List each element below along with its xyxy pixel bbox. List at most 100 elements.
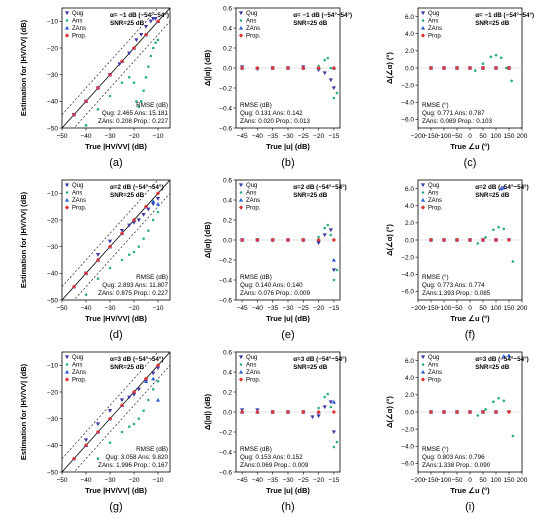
legend-label: Ans (428, 363, 438, 369)
y-tick-label: −10 (47, 19, 58, 26)
data-point (143, 204, 149, 209)
x-tick-label: 0 (468, 133, 472, 140)
legend-label: Qug (246, 11, 257, 17)
plot-area (418, 185, 522, 263)
alpha-label: α= −1 dB (−54°~54°) (110, 11, 169, 19)
snr-label: SNR=25 dB (475, 20, 510, 27)
data-point (155, 397, 161, 402)
y-tick-label: 6.0 (405, 186, 414, 193)
rmse-line: ZAns:1.393 Prop.: 0.085 (422, 290, 491, 297)
legend-marker (238, 11, 244, 16)
y-tick-label: 0.0 (223, 237, 232, 244)
data-point (467, 409, 473, 415)
data-point (147, 229, 150, 232)
y-tick-label: −6.0 (401, 117, 414, 124)
x-tick-label: 0 (468, 477, 472, 484)
legend-label: Prop. (428, 378, 443, 384)
data-point (151, 202, 156, 207)
y-tick-label: 0.0 (405, 409, 414, 416)
rmse-line: Qug: 2.893 Ans: 11.807 (102, 282, 168, 289)
x-tick-label: 100 (491, 133, 502, 140)
data-point (148, 19, 153, 24)
data-point (131, 217, 137, 223)
data-point (322, 71, 327, 76)
x-tick-label: −45 (237, 477, 248, 484)
x-axis-label: True ∠u (°) (450, 486, 490, 495)
panel-letter: (d) (109, 329, 122, 341)
legend-label: Qug (428, 355, 439, 361)
legend-label: ZAns (428, 198, 442, 204)
data-point (329, 233, 333, 237)
x-tick-label: −10 (152, 477, 163, 484)
x-tick-label: −25 (298, 477, 309, 484)
data-point (141, 212, 146, 217)
rmse-line: ZAns:0.069 Prop.: 0.009 (240, 462, 309, 469)
data-point (240, 409, 245, 415)
data-point (155, 196, 161, 201)
x-tick-label: −30 (282, 477, 293, 484)
data-point (502, 399, 506, 403)
y-tick-label: 4.0 (405, 203, 414, 210)
legend-marker (64, 11, 70, 16)
y-axis-label: Δ(|α|) (dB) (203, 49, 212, 86)
data-point (497, 225, 500, 229)
panel-f: −200−150−100 −50 0 50 100 150 200 −6.0 −4.0 −2.0 0… (385, 179, 529, 341)
legend-marker (238, 183, 244, 188)
x-tick-label: −15 (328, 133, 339, 140)
legend-marker (238, 377, 244, 382)
data-point (428, 409, 434, 415)
legend-marker (64, 369, 70, 374)
y-tick-label: −0.4 (219, 449, 232, 456)
data-point (331, 268, 336, 273)
x-tick-label: −100 (437, 477, 452, 484)
y-tick-label: 0.2 (223, 217, 232, 224)
data-point (328, 400, 333, 405)
legend-label: Qug (246, 355, 257, 361)
y-tick-label: 0.4 (223, 369, 232, 376)
data-point (137, 105, 141, 108)
panel-letter: (f) (465, 329, 475, 341)
legend-marker (64, 205, 70, 210)
legend-marker (64, 355, 70, 360)
x-tick-label: 150 (504, 305, 515, 312)
snr-label: SNR=25 dB (110, 20, 145, 27)
data-point (301, 409, 306, 415)
data-point (484, 236, 487, 239)
legend-marker (420, 11, 426, 16)
panel-letter: (i) (465, 501, 475, 513)
legend-label: Ans (72, 363, 82, 369)
y-tick-label: −6.0 (401, 461, 414, 468)
snr-label: SNR=25 dB (293, 192, 328, 199)
data-point (119, 398, 125, 403)
x-tick-label: 100 (491, 477, 502, 484)
data-point (95, 429, 101, 435)
x-tick-label: 50 (479, 133, 487, 140)
plot-area (236, 223, 340, 282)
data-point (154, 41, 157, 44)
legend-label: ZAns (72, 198, 86, 204)
data-point (96, 277, 100, 280)
rmse-title: RMSE (dB) (136, 446, 168, 453)
data-point (120, 258, 124, 262)
data-point (155, 19, 161, 24)
data-point (316, 409, 321, 415)
data-point (151, 376, 156, 381)
legend-label: Qug (428, 11, 439, 17)
legend-marker (64, 197, 70, 202)
data-point (301, 65, 306, 71)
y-tick-label: −50 (47, 125, 58, 132)
data-point (335, 268, 339, 272)
data-point (119, 228, 125, 233)
snr-label: SNR=25 dB (110, 192, 145, 199)
y-axis-label: Δ(|α|) (dB) (203, 221, 212, 258)
data-point (331, 257, 336, 262)
data-point (494, 53, 498, 57)
data-point (480, 65, 486, 71)
legend-label: Ans (246, 19, 256, 25)
y-tick-label: 4.0 (405, 375, 414, 382)
data-point (480, 409, 486, 415)
legend-marker (420, 33, 426, 38)
x-tick-label: 200 (517, 305, 528, 312)
